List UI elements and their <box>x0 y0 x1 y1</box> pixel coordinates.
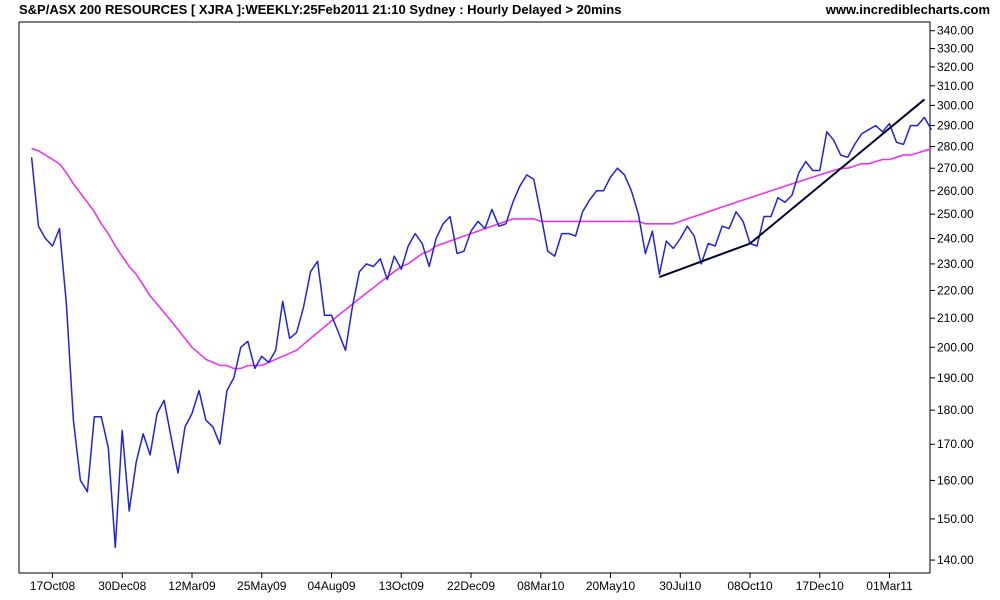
x-tick-label: 13Oct09 <box>379 579 425 593</box>
trendline <box>749 98 926 245</box>
y-tick-label: 300.00 <box>937 98 974 112</box>
plot-frame <box>18 21 931 574</box>
y-tick-label: 310.00 <box>937 79 974 93</box>
y-tick-label: 290.00 <box>937 119 974 133</box>
x-tick-label: 08Oct10 <box>727 579 773 593</box>
site-label[interactable]: www.incrediblecharts.com <box>825 2 990 17</box>
x-tick-label: 17Dec10 <box>796 579 844 593</box>
x-tick-label: 01Mar11 <box>866 579 913 593</box>
y-tick-label: 270.00 <box>937 161 974 175</box>
x-tick-label: 08Mar10 <box>517 579 565 593</box>
x-tick-label: 25May09 <box>237 579 287 593</box>
y-tick-label: 220.00 <box>937 283 974 297</box>
y-tick-label: 230.00 <box>937 257 974 271</box>
y-tick-label: 240.00 <box>937 232 974 246</box>
y-tick-label: 190.00 <box>937 371 974 385</box>
series-group <box>30 116 933 549</box>
x-tick-label: 30Jul10 <box>659 579 701 593</box>
y-tick-label: 280.00 <box>937 140 974 154</box>
y-tick-label: 260.00 <box>937 184 974 198</box>
x-axis: 17Oct08 30Dec08 12Mar09 25May09 04Aug09 13Oct… <box>30 573 913 593</box>
trendlines <box>659 98 926 278</box>
y-tick-label: 140.00 <box>937 553 974 567</box>
x-tick-label: 20May10 <box>586 579 636 593</box>
x-tick-label: 17Oct08 <box>30 579 76 593</box>
moving-average-line <box>31 147 932 370</box>
chart-title: S&P/ASX 200 RESOURCES [ XJRA ]:WEEKLY:25… <box>19 2 622 17</box>
y-tick-label: 250.00 <box>937 207 974 221</box>
y-tick-label: 170.00 <box>937 437 974 451</box>
y-tick-label: 180.00 <box>937 403 974 417</box>
x-tick-label: 30Dec08 <box>98 579 146 593</box>
y-tick-label: 210.00 <box>937 311 974 325</box>
y-tick-label: 150.00 <box>937 512 974 526</box>
y-tick-label: 160.00 <box>937 473 974 487</box>
y-tick-label: 330.00 <box>937 42 974 56</box>
trendline <box>659 242 751 278</box>
y-axis: 340.00 330.00 320.00 310.00 300.00 290.00 280.… <box>930 24 974 567</box>
x-tick-label: 12Mar09 <box>168 579 216 593</box>
x-tick-label: 04Aug09 <box>307 579 355 593</box>
y-tick-label: 200.00 <box>937 340 974 354</box>
y-tick-label: 340.00 <box>937 24 974 38</box>
price-line <box>30 116 933 549</box>
y-tick-label: 320.00 <box>937 60 974 74</box>
x-tick-label: 22Dec09 <box>447 579 495 593</box>
